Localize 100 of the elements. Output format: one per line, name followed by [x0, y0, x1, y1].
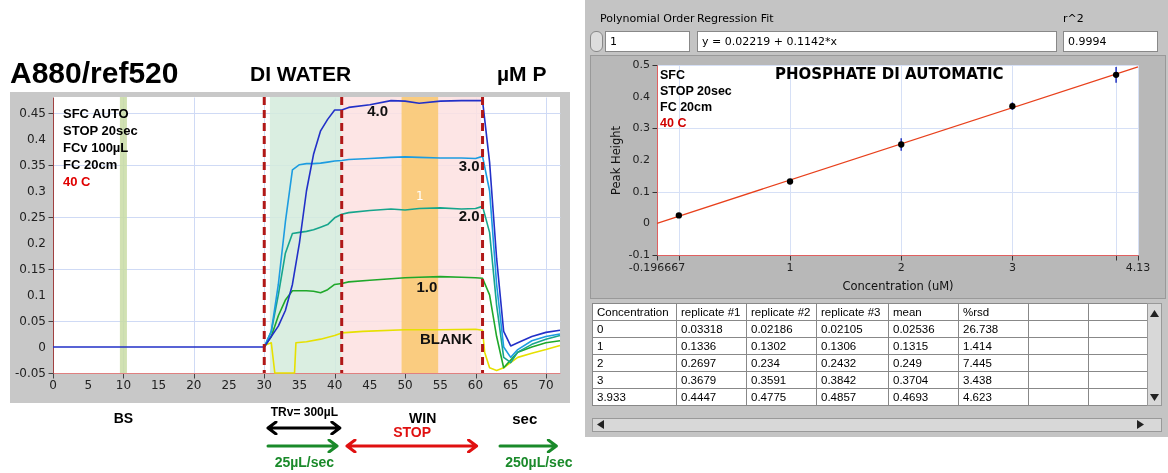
text: 0.3591: [746, 371, 817, 389]
y-axis-title: Peak Height: [609, 125, 623, 195]
x-tick-label: 70: [538, 378, 554, 392]
x-tick-label: -0.196667: [628, 261, 686, 274]
x-tick-label: 25: [221, 378, 237, 392]
point: [898, 141, 905, 148]
text: 0.1336: [676, 337, 747, 355]
series-label: 4.0: [367, 101, 388, 119]
text: 0.2432: [816, 354, 889, 372]
text: 4.623: [958, 388, 1029, 406]
x-tick-label: 10: [115, 378, 132, 392]
y-tick-label: 0.05: [19, 313, 46, 328]
y-tick-label: 0.45: [19, 105, 46, 120]
text: 0.3704: [888, 371, 959, 389]
x-tick-label: 60: [467, 378, 484, 392]
line-series: [52, 99, 561, 348]
annotation: SFC: [660, 67, 686, 83]
y-tick-label: 0.35: [19, 157, 46, 172]
band-label: 1: [416, 189, 424, 204]
x-tick-label: 35: [291, 378, 308, 392]
annotation: FC 20cm: [63, 156, 119, 173]
annotation: 40 C: [63, 173, 92, 190]
annotation: FCv 100µL: [63, 139, 130, 156]
x-tick-label: 30: [256, 378, 272, 392]
text: %rsd: [958, 303, 1029, 321]
y-tick-label: 0.3: [26, 183, 46, 198]
y-tick-label: 0.3: [632, 121, 650, 135]
x-tick-label: 20: [186, 378, 202, 392]
text: 0.02536: [888, 320, 959, 338]
annotation: STOP 20sec: [63, 122, 138, 139]
x-axis-title: Concentration (uM): [842, 279, 954, 293]
text: 3.438: [958, 371, 1029, 389]
x-tick-label: 50: [397, 378, 413, 392]
y-tick-label: 0.1: [26, 287, 46, 302]
text: 1: [605, 31, 690, 52]
text: y = 0.02219 + 0.1142*x: [697, 31, 1057, 52]
annotation: STOP 20sec: [660, 83, 732, 99]
x-tick-label: 55: [432, 378, 448, 392]
x-tick-label: 40: [327, 378, 343, 392]
text: 0.9994: [1063, 31, 1158, 52]
text: 0.3842: [816, 371, 889, 389]
text: WIN: [409, 410, 437, 426]
x-tick-label: 2: [897, 261, 905, 274]
text: Regression Fit: [697, 12, 774, 25]
text: 0.03318: [676, 320, 747, 338]
point: [1112, 71, 1120, 78]
y-tick-label: 0.2: [26, 235, 46, 250]
text: 0.4857: [816, 388, 889, 406]
chart-title: A880/ref520: [10, 56, 179, 90]
text: 26.738: [958, 320, 1029, 338]
chart-subtitle: DI WATER: [250, 62, 352, 86]
text: STOP: [393, 424, 432, 440]
y-tick-label: 0.2: [632, 153, 650, 166]
text: 250µL/sec: [505, 454, 573, 470]
text: Concentration: [592, 303, 677, 321]
x-tick-label: 0: [49, 378, 57, 392]
text: 0.249: [888, 354, 959, 372]
text: Polynomial Order: [600, 12, 695, 25]
x-tick-label: 1: [786, 261, 794, 274]
text: replicate #1: [676, 303, 747, 321]
y-tick-label: 0.15: [19, 261, 46, 276]
series-label: 2.0: [458, 207, 480, 225]
series-label: BLANK: [420, 330, 473, 348]
point: [675, 212, 683, 219]
y-tick-label: -0.1: [628, 248, 650, 261]
x-tick-label: 5: [84, 378, 93, 392]
y-tick-label: 0.4: [632, 89, 650, 103]
text: mean: [888, 303, 959, 321]
x-tick-label: 45: [362, 378, 378, 392]
y-tick-label: 0.5: [632, 58, 650, 71]
series-label: 1.0: [416, 277, 438, 295]
text: 25µL/sec: [274, 454, 335, 470]
text: 1.414: [958, 337, 1029, 355]
text: 0.02186: [746, 320, 817, 338]
text: 0.4693: [888, 388, 959, 406]
text: 7.445: [958, 354, 1029, 372]
legend-title: µM P: [497, 62, 547, 86]
text: 0.1315: [888, 337, 959, 355]
y-tick-label: 0: [643, 216, 650, 230]
y-tick-label: 0.25: [19, 209, 46, 224]
text: 2: [592, 354, 677, 372]
text: 0.4775: [746, 388, 817, 406]
line-series: [263, 155, 561, 359]
x-tick-label: 4.13: [1125, 261, 1151, 274]
text: 1: [592, 337, 677, 355]
annotation: FC 20cm: [660, 99, 714, 115]
x-tick-label: 15: [150, 378, 167, 392]
text: BS: [113, 410, 134, 426]
text: replicate #2: [746, 303, 817, 321]
text: r^2: [1063, 12, 1084, 25]
text: 0.3679: [676, 371, 747, 389]
series-label: 3.0: [458, 157, 480, 175]
text: 0.4447: [676, 388, 747, 406]
x-axis-title: sec: [512, 410, 538, 427]
text: 0.234: [746, 354, 817, 372]
text: 3.933: [592, 388, 677, 406]
text: 0.02105: [816, 320, 889, 338]
y-tick-label: 0.4: [26, 131, 46, 146]
y-tick-label: 0: [38, 339, 46, 354]
annotation: SFC AUTO: [63, 105, 130, 122]
